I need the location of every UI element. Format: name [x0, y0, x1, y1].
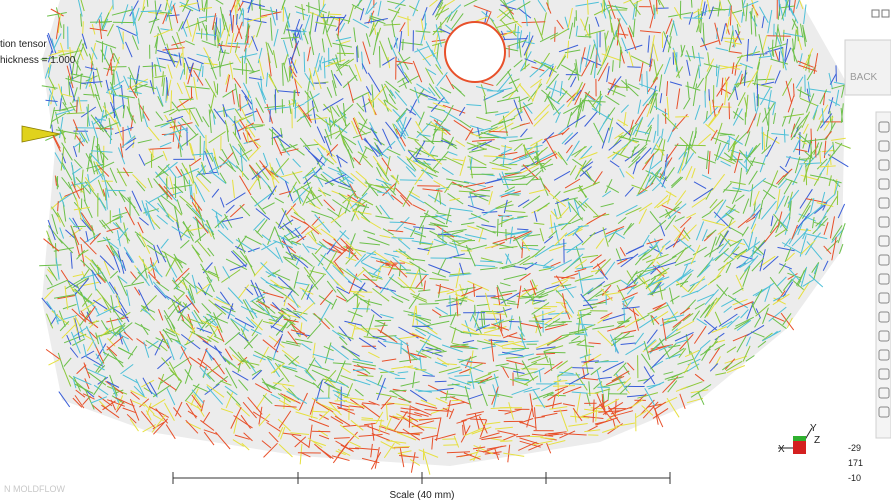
view-cube-label[interactable]: BACK: [850, 72, 878, 83]
fiber: [683, 18, 702, 19]
fiber: [783, 30, 784, 41]
fiber: [798, 159, 810, 160]
scale-label: Scale (40 mm): [389, 490, 454, 501]
fiber: [289, 67, 290, 81]
coordinate: -29: [848, 443, 861, 453]
fiber: [353, 309, 370, 310]
fiber: [243, 10, 244, 27]
fiber: [534, 308, 551, 309]
fiber: [527, 436, 543, 437]
fiber: [779, 51, 780, 61]
legend-title: tion tensor: [0, 39, 47, 50]
fiber: [277, 9, 278, 20]
fiber: [206, 25, 207, 41]
fiber: [481, 311, 502, 312]
view-cube-face[interactable]: [845, 40, 891, 95]
fiber: [379, 46, 380, 67]
fiber: [94, 72, 95, 84]
fiber: [544, 352, 566, 353]
fiber: [202, 66, 203, 77]
fiber: [589, 24, 590, 38]
hole: [445, 22, 505, 82]
fiber: [143, 66, 157, 67]
fiber: [505, 173, 520, 174]
triad-cube: [793, 440, 806, 454]
fiber: [497, 219, 498, 237]
fiber: [328, 14, 341, 15]
fiber: [830, 111, 831, 123]
fiber: [709, 89, 710, 101]
axis-z-label: Z: [814, 435, 820, 446]
fiber: [463, 425, 464, 436]
fiber: [675, 145, 693, 146]
fiber: [83, 21, 84, 34]
fiber: [769, 107, 770, 131]
fiber: [240, 94, 241, 111]
fiber: [312, 431, 331, 432]
coordinate: 171: [848, 458, 863, 468]
fiber: [553, 386, 575, 387]
fiber: [113, 0, 114, 10]
fiber: [500, 441, 512, 442]
fiber: [58, 201, 59, 211]
watermark: N MOLDFLOW: [4, 484, 66, 494]
fiber: [655, 8, 656, 19]
fiber: [517, 229, 528, 230]
fiber: [597, 33, 598, 55]
fiber: [403, 39, 404, 50]
fiber: [502, 216, 503, 227]
fiber: [220, 18, 221, 37]
fiber: [183, 46, 184, 68]
fiber: [408, 16, 409, 36]
fiber: [335, 401, 347, 402]
fiber: [479, 190, 490, 191]
fiber: [794, 84, 795, 97]
fiber: [395, 447, 410, 448]
fiber: [419, 304, 439, 305]
fiber: [598, 361, 618, 362]
fiber: [294, 90, 295, 107]
fiber: [784, 129, 785, 142]
fiber: [220, 61, 221, 76]
fiber: [705, 91, 706, 108]
fiber: [604, 0, 605, 12]
fiber: [627, 67, 641, 68]
fiber: [201, 29, 202, 39]
fiber: [357, 47, 358, 63]
model-viewport: tion tensor hickness = 1.000 N MOLDFLOW …: [0, 0, 891, 504]
fiber: [167, 178, 168, 199]
fiber: [358, 426, 370, 427]
coordinate: -10: [848, 473, 861, 483]
fiber: [107, 190, 125, 191]
fiber: [811, 129, 812, 144]
axis-x-label: X: [778, 444, 785, 455]
fiber: [179, 99, 194, 100]
fiber: [88, 104, 89, 127]
toolbar: [876, 112, 891, 438]
legend-thickness: hickness = 1.000: [0, 55, 76, 66]
fiber: [654, 5, 655, 15]
fiber: [425, 12, 426, 29]
fiber: [435, 381, 447, 382]
axis-y-label: Y: [810, 423, 817, 434]
fiber: [572, 368, 593, 369]
triad-cube-top: [793, 436, 806, 441]
fiber: [673, 52, 674, 64]
fiber: [729, 102, 730, 119]
fiber: [304, 52, 305, 72]
fiber: [400, 180, 422, 181]
fiber: [441, 22, 442, 33]
fiber: [350, 292, 373, 293]
